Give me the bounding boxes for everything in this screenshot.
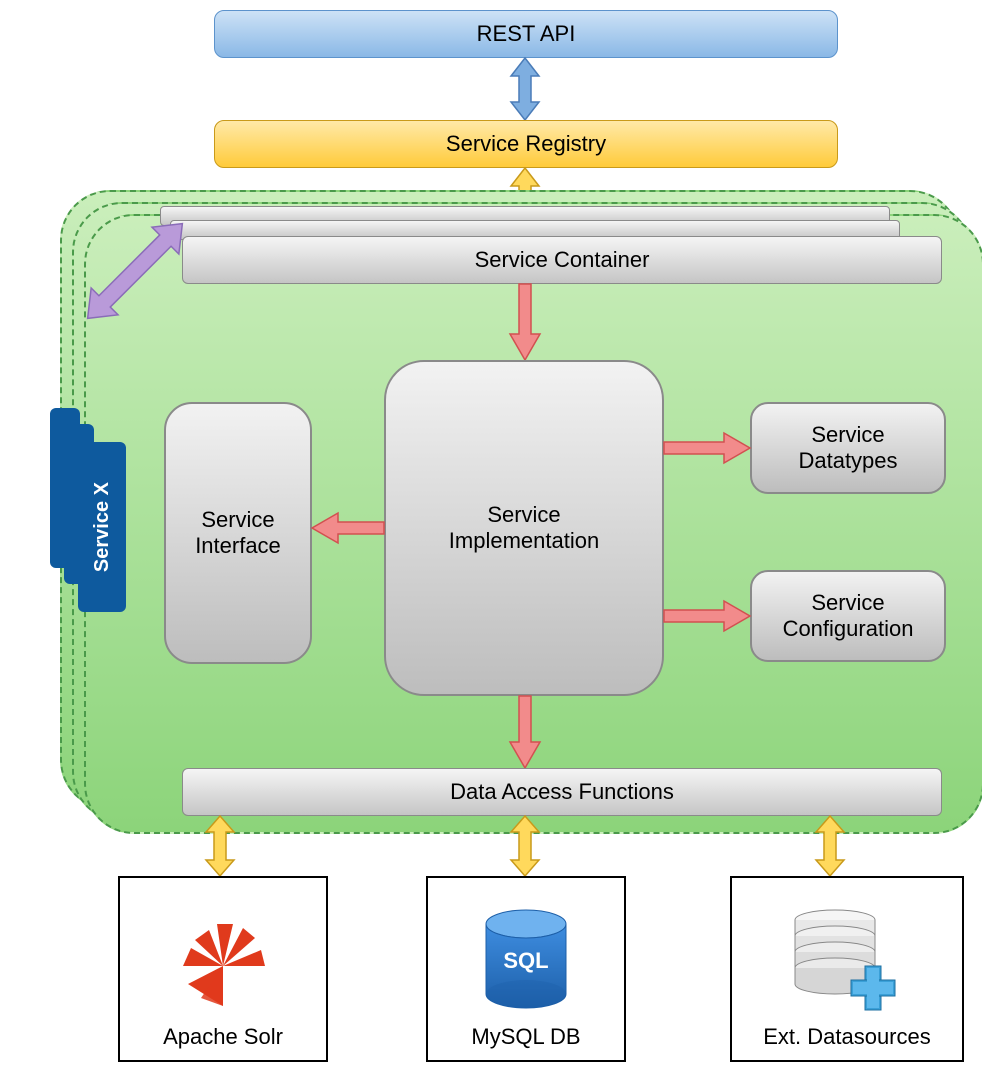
service-container-box: Service Container — [182, 236, 942, 284]
arrow-rest-registry — [507, 58, 543, 120]
mysql-box: SQL MySQL DB — [426, 876, 626, 1062]
service-interface-box: Service Interface — [164, 402, 312, 664]
arrow-daf-ext — [812, 816, 848, 876]
arrow-impl-daf — [510, 696, 540, 768]
arrow-container-impl — [510, 284, 540, 360]
service-container-label: Service Container — [475, 247, 650, 273]
service-implementation-label: Service Implementation — [449, 502, 599, 554]
data-access-box: Data Access Functions — [182, 768, 942, 816]
tab-label: Service X — [91, 482, 114, 572]
arrow-daf-solr — [202, 816, 238, 876]
ext-db-box: Ext. Datasources — [730, 876, 964, 1062]
service-implementation-box: Service Implementation — [384, 360, 664, 696]
ext-db-icon — [787, 906, 907, 1016]
tab-front: Service X — [78, 442, 126, 612]
service-registry-label: Service Registry — [446, 131, 606, 157]
solr-box: Apache Solr — [118, 876, 328, 1062]
arrow-daf-mysql — [507, 816, 543, 876]
ext-db-label: Ext. Datasources — [763, 1024, 931, 1050]
service-datatypes-label: Service Datatypes — [798, 422, 897, 474]
mysql-icon: SQL — [476, 906, 576, 1016]
service-interface-label: Service Interface — [195, 507, 281, 559]
service-registry-box: Service Registry — [214, 120, 838, 168]
service-datatypes-box: Service Datatypes — [750, 402, 946, 494]
service-configuration-label: Service Configuration — [783, 590, 914, 642]
mysql-label: MySQL DB — [471, 1024, 580, 1050]
service-configuration-box: Service Configuration — [750, 570, 946, 662]
arrow-stacked-services — [70, 206, 200, 336]
architecture-diagram: REST API Service Registry Service Contai… — [10, 10, 972, 1072]
solr-label: Apache Solr — [163, 1024, 283, 1050]
svg-text:SQL: SQL — [503, 948, 548, 973]
solr-icon — [173, 916, 273, 1016]
arrow-impl-config — [664, 601, 750, 631]
data-access-label: Data Access Functions — [450, 779, 674, 805]
rest-api-label: REST API — [477, 21, 576, 47]
rest-api-box: REST API — [214, 10, 838, 58]
arrow-impl-interface — [312, 513, 384, 543]
arrow-impl-datatypes — [664, 433, 750, 463]
